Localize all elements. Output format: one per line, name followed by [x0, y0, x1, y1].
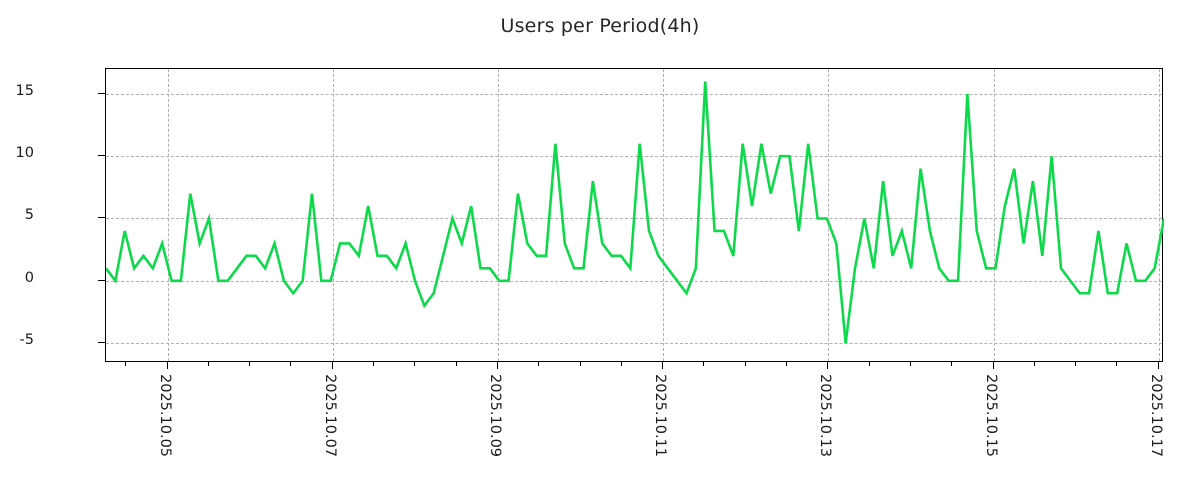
x-tick-mark-minor	[249, 362, 251, 366]
x-tick-mark-minor	[290, 362, 292, 366]
x-tick-mark-minor	[207, 362, 209, 366]
x-tick-mark-minor	[538, 362, 540, 366]
gridline-x-2025.10.13	[828, 69, 830, 361]
gridline-y-15	[106, 93, 1162, 95]
x-tick-mark-minor	[373, 362, 374, 366]
x-tick-mark	[166, 362, 168, 369]
gridline-x-2025.10.17	[1158, 69, 1160, 361]
x-tick-mark-minor	[455, 362, 457, 366]
y-tick-label: -5	[19, 332, 34, 349]
plot-area	[105, 68, 1164, 362]
gridline-y-10	[106, 156, 1162, 158]
x-tick-mark-minor	[703, 362, 705, 366]
gridline-y--5	[106, 343, 1162, 345]
y-tick-label: 15	[15, 82, 34, 99]
x-tick-mark	[496, 362, 498, 369]
x-tick-label-text: 2025.10.17	[1147, 374, 1164, 458]
x-tick-mark-minor	[868, 362, 870, 366]
x-tick-label-text: 2025.10.15	[982, 374, 999, 458]
x-tick-mark-minor	[909, 362, 911, 366]
y-tick-label: 0	[24, 269, 34, 286]
gridline-x-2025.10.07	[332, 69, 334, 361]
x-tick-mark-minor	[620, 362, 622, 366]
gridline-x-2025.10.05	[167, 69, 169, 361]
chart-title: Users per Period(4h)	[500, 15, 700, 37]
x-tick-mark-minor	[1033, 362, 1035, 366]
x-tick-label-text: 2025.10.05	[156, 374, 173, 458]
x-tick-mark-minor	[786, 362, 787, 366]
y-tick-label: 5	[24, 207, 34, 224]
y-tick-mark	[98, 279, 105, 281]
y-tick-label: 10	[15, 145, 34, 162]
x-tick-mark	[827, 362, 829, 369]
x-tick-mark	[992, 362, 994, 369]
x-tick-mark	[331, 362, 333, 369]
x-tick-label-text: 2025.10.09	[486, 374, 503, 458]
x-tick-mark	[662, 362, 664, 369]
x-tick-label-text: 2025.10.07	[321, 374, 338, 458]
y-tick-mark	[98, 155, 105, 157]
x-tick-mark-minor	[744, 362, 746, 366]
x-tick-label-text: 2025.10.13	[817, 374, 834, 458]
series-line-users-per-period	[106, 81, 1164, 344]
x-tick-mark-minor	[414, 362, 416, 366]
gridline-x-2025.10.11	[663, 69, 665, 361]
x-tick-mark-minor	[951, 362, 953, 366]
y-tick-mark	[98, 342, 105, 344]
x-tick-mark-minor	[1116, 362, 1118, 366]
y-tick-mark	[98, 92, 105, 94]
y-tick-mark	[98, 217, 105, 219]
x-tick-label-text: 2025.10.11	[652, 374, 669, 458]
gridline-x-2025.10.09	[497, 69, 499, 361]
x-tick-mark-minor	[125, 362, 127, 366]
x-tick-mark-minor	[1075, 362, 1077, 366]
x-tick-mark-minor	[579, 362, 581, 366]
gridline-x-2025.10.15	[993, 69, 995, 361]
gridline-y-0	[106, 280, 1162, 282]
x-tick-mark	[1157, 362, 1159, 369]
